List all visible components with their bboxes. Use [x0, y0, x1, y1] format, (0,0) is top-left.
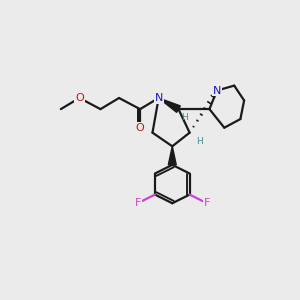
Text: O: O	[75, 93, 84, 103]
Text: H: H	[196, 137, 203, 146]
Polygon shape	[159, 98, 180, 112]
Text: F: F	[204, 198, 210, 208]
Text: O: O	[136, 123, 145, 133]
Text: N: N	[154, 93, 163, 103]
Text: H: H	[181, 113, 188, 122]
Text: N: N	[213, 85, 221, 96]
Polygon shape	[168, 146, 176, 165]
Text: F: F	[134, 198, 141, 208]
